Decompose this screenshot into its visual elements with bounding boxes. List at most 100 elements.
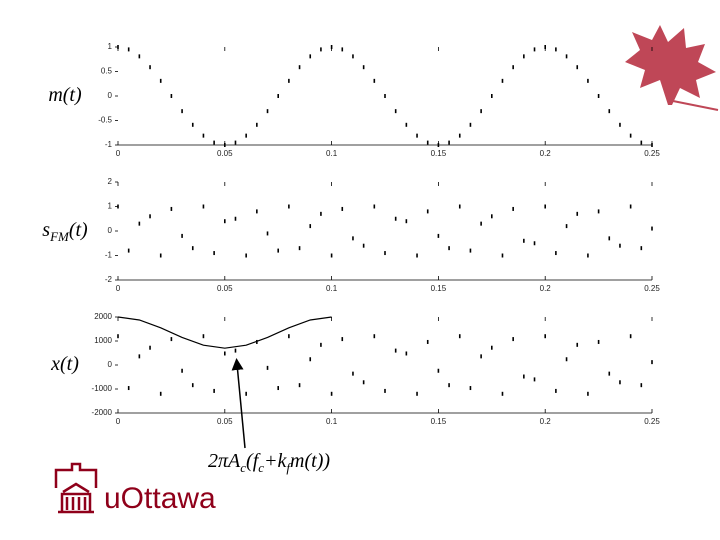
- data-point: [298, 383, 301, 388]
- data-point: [523, 238, 525, 243]
- data-point: [565, 357, 568, 362]
- data-point: [501, 78, 504, 83]
- y-tick-label: 2: [108, 177, 113, 186]
- text-part: m(t)): [290, 450, 330, 472]
- data-point: [149, 65, 151, 70]
- data-point: [426, 209, 429, 214]
- data-point: [277, 386, 279, 391]
- data-point: [426, 339, 429, 344]
- data-point: [437, 368, 440, 373]
- data-point: [384, 94, 386, 98]
- data-point: [330, 253, 333, 258]
- data-point: [565, 54, 568, 59]
- data-point: [159, 253, 162, 258]
- subscript: FM: [49, 229, 70, 244]
- data-point: [320, 342, 322, 347]
- data-point: [373, 204, 376, 209]
- data-point: [202, 334, 205, 339]
- envelope-line: [117, 316, 332, 349]
- data-point: [448, 246, 450, 251]
- data-point: [159, 78, 162, 83]
- x-tick-label: 0.15: [431, 149, 447, 158]
- data-point: [373, 334, 376, 339]
- data-point: [127, 386, 130, 391]
- data-point: [213, 140, 215, 145]
- data-point: [629, 204, 632, 209]
- y-tick-label: -2000: [92, 408, 113, 417]
- data-point: [469, 386, 472, 391]
- subscript: f: [286, 460, 292, 475]
- y-tick-label: 0: [108, 226, 113, 235]
- data-point: [341, 337, 344, 342]
- y-tick-label: 1: [108, 202, 113, 211]
- data-point: [587, 391, 589, 396]
- data-point: [512, 337, 514, 342]
- data-point: [117, 204, 119, 209]
- data-point: [469, 248, 472, 253]
- data-point: [149, 214, 151, 219]
- data-point: [491, 345, 493, 350]
- data-point: [437, 143, 440, 147]
- data-point: [117, 45, 119, 49]
- data-point: [651, 143, 653, 147]
- data-point: [191, 246, 194, 251]
- data-point: [437, 233, 440, 238]
- x-tick-label: 0.05: [217, 149, 233, 158]
- x-tick-label: 0.1: [326, 149, 338, 158]
- data-point: [480, 109, 482, 114]
- data-point: [640, 140, 643, 145]
- data-point: [576, 65, 579, 70]
- data-point: [448, 140, 450, 145]
- x-tick-label: 0.25: [644, 149, 660, 158]
- y-axis-label: sFM(t): [42, 219, 88, 245]
- data-point: [619, 380, 621, 385]
- x-tick-label: 0.15: [431, 284, 447, 293]
- x-tick-label: 0.2: [540, 149, 552, 158]
- data-point: [298, 246, 301, 251]
- data-point: [544, 204, 546, 209]
- data-point: [298, 65, 301, 70]
- data-point: [373, 78, 376, 83]
- data-point: [576, 342, 579, 347]
- text-part: (t): [69, 219, 88, 241]
- data-point: [245, 253, 247, 258]
- data-point: [330, 45, 333, 49]
- data-point: [181, 368, 183, 373]
- data-point: [480, 221, 482, 226]
- data-point: [266, 231, 269, 236]
- data-point: [523, 54, 525, 59]
- data-point: [170, 206, 173, 211]
- data-point: [320, 47, 322, 52]
- data-point: [597, 339, 600, 344]
- y-tick-label: 1000: [94, 336, 112, 345]
- data-point: [256, 209, 258, 214]
- data-point: [576, 211, 579, 216]
- y-axis-label: m(t): [48, 84, 82, 106]
- data-point: [651, 360, 653, 365]
- data-point: [491, 94, 493, 98]
- data-point: [555, 388, 557, 393]
- data-point: [320, 211, 322, 216]
- y-tick-label: 2000: [94, 312, 112, 321]
- y-tick-label: -1: [105, 140, 113, 149]
- data-point: [629, 133, 632, 138]
- data-point: [202, 133, 205, 138]
- text-part: (f: [246, 450, 261, 472]
- data-point: [191, 122, 194, 127]
- text-part: s: [42, 219, 50, 241]
- y-tick-label: -1: [105, 251, 113, 260]
- logo-text: uOttawa: [104, 482, 216, 515]
- data-point: [640, 383, 643, 388]
- data-point: [512, 65, 514, 70]
- data-point: [629, 334, 632, 339]
- y-tick-label: -2: [105, 275, 113, 284]
- data-point: [213, 251, 215, 256]
- maple-leaf: [625, 25, 719, 111]
- data-point: [512, 206, 514, 211]
- data-point: [256, 122, 258, 127]
- data-point: [309, 357, 312, 362]
- data-point: [234, 348, 237, 353]
- x-tick-label: 0.1: [326, 284, 338, 293]
- y-axis-label: x(t): [50, 353, 79, 375]
- data-point: [533, 241, 536, 246]
